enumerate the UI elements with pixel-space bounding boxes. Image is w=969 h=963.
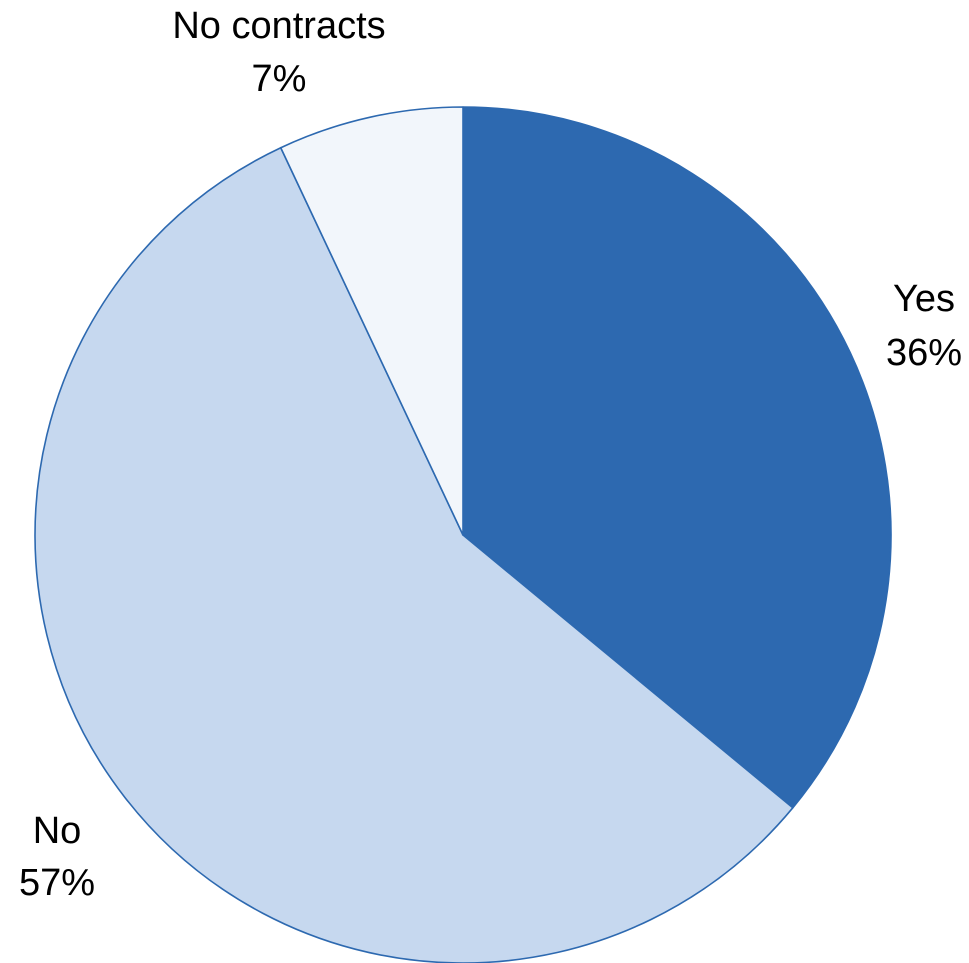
slice-percent-yes: 36% — [886, 332, 962, 374]
slice-percent-no: 57% — [19, 862, 95, 904]
pie-slices — [34, 106, 892, 963]
pie-labels: Yes 36% No 57% No contracts 7% — [19, 5, 962, 904]
pie-slice-no — [34, 146, 794, 963]
pie-slice-no-contracts — [279, 106, 464, 536]
slice-label-yes: Yes — [893, 278, 955, 320]
pie-slice-yes — [462, 106, 892, 809]
slice-label-no: No — [33, 810, 82, 852]
slice-percent-no-contracts: 7% — [252, 58, 307, 100]
slice-label-no-contracts: No contracts — [172, 5, 385, 47]
